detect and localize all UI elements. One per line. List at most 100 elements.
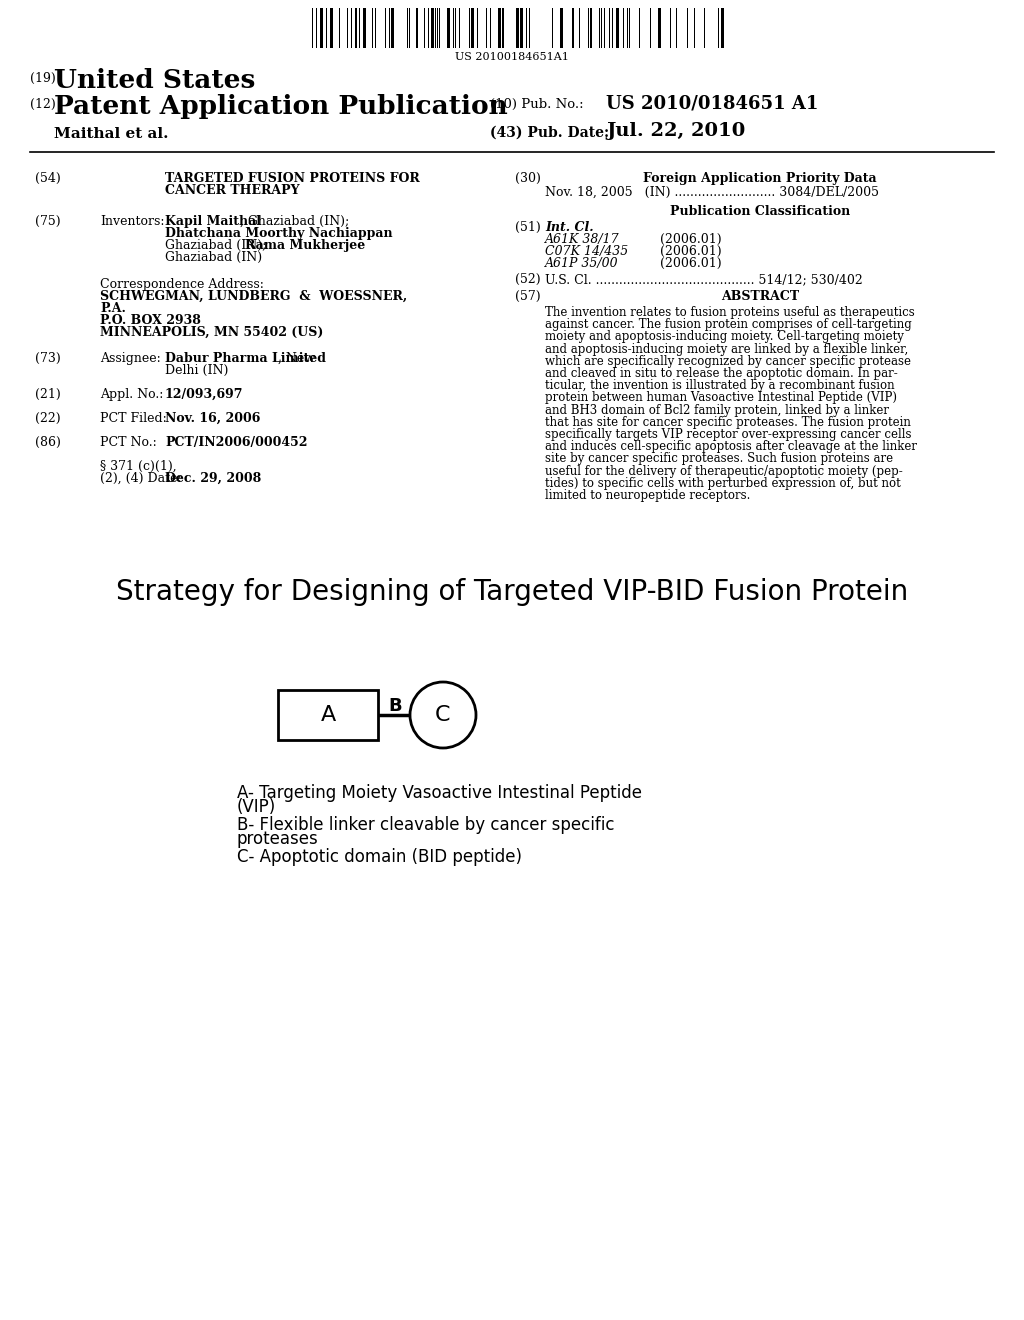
Text: Correspondence Address:: Correspondence Address: xyxy=(100,279,264,290)
Text: Assignee:: Assignee: xyxy=(100,352,161,366)
Text: PCT/IN2006/000452: PCT/IN2006/000452 xyxy=(165,436,307,449)
Bar xyxy=(447,8,450,48)
Text: Appl. No.:: Appl. No.: xyxy=(100,388,164,401)
Text: that has site for cancer specific proteases. The fusion protein: that has site for cancer specific protea… xyxy=(545,416,911,429)
Text: MINNEAPOLIS, MN 55402 (US): MINNEAPOLIS, MN 55402 (US) xyxy=(100,326,324,339)
Text: Int. Cl.: Int. Cl. xyxy=(545,220,594,234)
Bar xyxy=(330,8,333,48)
Bar xyxy=(362,8,366,48)
Bar xyxy=(658,8,662,48)
Text: 12/093,697: 12/093,697 xyxy=(165,388,244,401)
Bar xyxy=(416,8,418,48)
Text: CANCER THERAPY: CANCER THERAPY xyxy=(165,183,300,197)
Text: Nov. 18, 2005   (IN) .......................... 3084/DEL/2005: Nov. 18, 2005 (IN) .....................… xyxy=(545,186,879,199)
Bar xyxy=(721,8,724,48)
Text: § 371 (c)(1),: § 371 (c)(1), xyxy=(100,459,176,473)
Text: (21): (21) xyxy=(35,388,60,401)
Bar xyxy=(616,8,618,48)
Text: (75): (75) xyxy=(35,215,60,228)
Text: (54): (54) xyxy=(35,172,60,185)
Text: ABSTRACT: ABSTRACT xyxy=(721,290,799,304)
Text: (43) Pub. Date:: (43) Pub. Date: xyxy=(490,125,609,140)
Text: B: B xyxy=(388,697,401,715)
Text: Maithal et al.: Maithal et al. xyxy=(54,127,169,141)
Bar xyxy=(355,8,357,48)
Text: and apoptosis-inducing moiety are linked by a flexible linker,: and apoptosis-inducing moiety are linked… xyxy=(545,343,908,355)
Bar xyxy=(560,8,563,48)
Bar xyxy=(471,8,474,48)
Text: proteases: proteases xyxy=(237,830,318,847)
Text: A- Targeting Moiety Vasoactive Intestinal Peptide: A- Targeting Moiety Vasoactive Intestina… xyxy=(237,784,642,803)
Text: (57): (57) xyxy=(515,290,541,304)
Bar xyxy=(590,8,592,48)
Text: Rama Mukherjee: Rama Mukherjee xyxy=(245,239,366,252)
Text: and induces cell-specific apoptosis after cleavage at the linker: and induces cell-specific apoptosis afte… xyxy=(545,440,918,453)
Text: (86): (86) xyxy=(35,436,60,449)
Text: (VIP): (VIP) xyxy=(237,799,276,816)
Text: tides) to specific cells with perturbed expression of, but not: tides) to specific cells with perturbed … xyxy=(545,477,901,490)
Bar xyxy=(520,8,523,48)
Text: specifically targets VIP receptor over-expressing cancer cells: specifically targets VIP receptor over-e… xyxy=(545,428,911,441)
Bar xyxy=(319,8,323,48)
Bar xyxy=(498,8,501,48)
Text: (2006.01): (2006.01) xyxy=(660,257,722,271)
Text: (19): (19) xyxy=(30,73,55,84)
Text: (2006.01): (2006.01) xyxy=(660,246,722,257)
Bar xyxy=(391,8,394,48)
FancyBboxPatch shape xyxy=(278,690,378,741)
Text: Strategy for Designing of Targeted VIP-BID Fusion Protein: Strategy for Designing of Targeted VIP-B… xyxy=(116,578,908,606)
Text: SCHWEGMAN, LUNDBERG  &  WOESSNER,: SCHWEGMAN, LUNDBERG & WOESSNER, xyxy=(100,290,408,304)
Text: Kapil Maithal: Kapil Maithal xyxy=(165,215,261,228)
Text: Jul. 22, 2010: Jul. 22, 2010 xyxy=(606,121,745,140)
Text: A: A xyxy=(321,705,336,725)
Circle shape xyxy=(410,682,476,748)
Text: moiety and apoptosis-inducing moiety. Cell-targeting moiety: moiety and apoptosis-inducing moiety. Ce… xyxy=(545,330,904,343)
Text: Ghaziabad (IN);: Ghaziabad (IN); xyxy=(165,239,270,252)
Text: limited to neuropeptide receptors.: limited to neuropeptide receptors. xyxy=(545,488,751,502)
Bar xyxy=(572,8,574,48)
Text: useful for the delivery of therapeutic/apoptotic moiety (pep-: useful for the delivery of therapeutic/a… xyxy=(545,465,903,478)
Text: Dabur Pharma Limited: Dabur Pharma Limited xyxy=(165,352,326,366)
Text: and BH3 domain of Bcl2 family protein, linked by a linker: and BH3 domain of Bcl2 family protein, l… xyxy=(545,404,889,417)
Text: PCT Filed:: PCT Filed: xyxy=(100,412,167,425)
Text: and cleaved in situ to release the apoptotic domain. In par-: and cleaved in situ to release the apopt… xyxy=(545,367,898,380)
Text: P.A.: P.A. xyxy=(100,302,126,315)
Text: Delhi (IN): Delhi (IN) xyxy=(165,364,228,378)
Text: C: C xyxy=(435,705,451,725)
Text: C07K 14/435: C07K 14/435 xyxy=(545,246,629,257)
Bar xyxy=(431,8,434,48)
Text: P.O. BOX 2938: P.O. BOX 2938 xyxy=(100,314,201,327)
Text: which are specifically recognized by cancer specific protease: which are specifically recognized by can… xyxy=(545,355,911,368)
Text: Dec. 29, 2008: Dec. 29, 2008 xyxy=(165,473,261,484)
Text: , Ghaziabad (IN);: , Ghaziabad (IN); xyxy=(240,215,349,228)
Text: (22): (22) xyxy=(35,412,60,425)
Text: against cancer. The fusion protein comprises of cell-targeting: against cancer. The fusion protein compr… xyxy=(545,318,911,331)
Text: (30): (30) xyxy=(515,172,541,185)
Text: ticular, the invention is illustrated by a recombinant fusion: ticular, the invention is illustrated by… xyxy=(545,379,895,392)
Text: TARGETED FUSION PROTEINS FOR: TARGETED FUSION PROTEINS FOR xyxy=(165,172,420,185)
Text: (52): (52) xyxy=(515,273,541,286)
Text: Ghaziabad (IN): Ghaziabad (IN) xyxy=(165,251,262,264)
Text: (2), (4) Date:: (2), (4) Date: xyxy=(100,473,181,484)
Text: Dhatchana Moorthy Nachiappan: Dhatchana Moorthy Nachiappan xyxy=(165,227,392,240)
Text: (51): (51) xyxy=(515,220,541,234)
Text: Nov. 16, 2006: Nov. 16, 2006 xyxy=(165,412,260,425)
Text: United States: United States xyxy=(54,69,255,92)
Text: The invention relates to fusion proteins useful as therapeutics: The invention relates to fusion proteins… xyxy=(545,306,914,319)
Text: (12): (12) xyxy=(30,98,55,111)
Text: (73): (73) xyxy=(35,352,60,366)
Text: B- Flexible linker cleavable by cancer specific: B- Flexible linker cleavable by cancer s… xyxy=(237,816,614,834)
Text: site by cancer specific proteases. Such fusion proteins are: site by cancer specific proteases. Such … xyxy=(545,453,893,466)
Text: Patent Application Publication: Patent Application Publication xyxy=(54,94,508,119)
Text: US 20100184651A1: US 20100184651A1 xyxy=(455,51,569,62)
Text: A61K 38/17: A61K 38/17 xyxy=(545,234,620,246)
Text: Foreign Application Priority Data: Foreign Application Priority Data xyxy=(643,172,877,185)
Text: U.S. Cl. ......................................... 514/12; 530/402: U.S. Cl. ...............................… xyxy=(545,273,863,286)
Text: (2006.01): (2006.01) xyxy=(660,234,722,246)
Text: protein between human Vasoactive Intestinal Peptide (VIP): protein between human Vasoactive Intesti… xyxy=(545,392,897,404)
Text: (10) Pub. No.:: (10) Pub. No.: xyxy=(490,98,584,111)
Text: Inventors:: Inventors: xyxy=(100,215,165,228)
Text: US 2010/0184651 A1: US 2010/0184651 A1 xyxy=(606,94,818,112)
Bar xyxy=(502,8,504,48)
Text: , New: , New xyxy=(278,352,315,366)
